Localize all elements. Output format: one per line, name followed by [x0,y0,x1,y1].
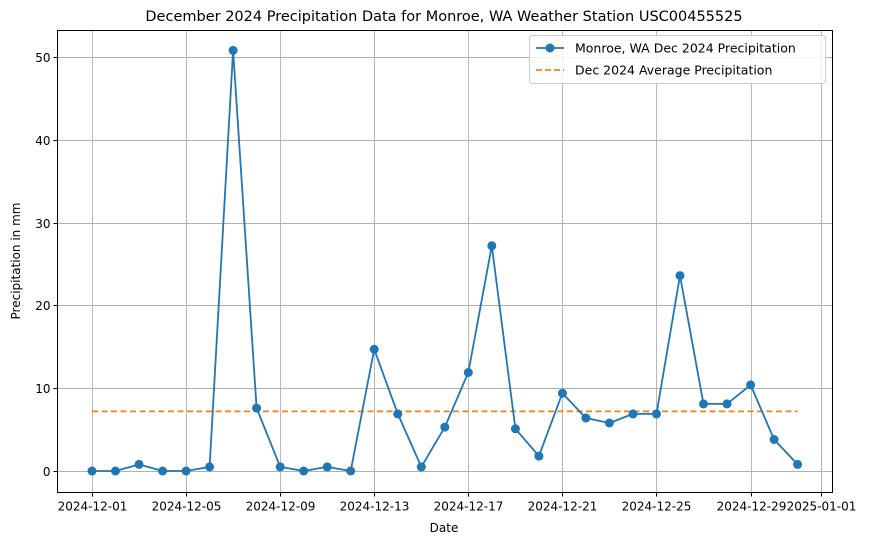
data-point-marker: 2024-12-03: 0.8 mm [134,459,144,469]
data-point-marker: 2024-12-26: 23.6 mm [675,271,685,281]
data-point-marker: 2024-12-19: 5.1 mm [510,424,520,434]
precipitation-series: 2024-12-01: 0 mm 2024-12-02: 0 mm 2024-12-… [87,45,803,476]
data-point-marker: 2024-12-21: 9.4 mm [557,388,567,398]
x-tick-label: 2024-12-17 [434,500,504,514]
data-point-marker: 2024-12-29: 10.4 mm [746,380,756,390]
precipitation-line [92,49,799,472]
data-point-marker: 2024-12-08: 7.6 mm [252,403,262,413]
data-point-marker: 2024-12-17: 11.9 mm [463,368,473,377]
data-point-marker: 2024-12-02: 0 mm [111,466,120,476]
data-point-marker: 2024-12-06: 0.5 mm [205,462,215,472]
data-point-marker: 2024-12-07: 50.8 mm [228,45,238,55]
data-point-marker: 2024-12-30: 3.8 mm [769,435,779,444]
data-point-marker: 2024-12-23: 5.8 mm [604,418,614,428]
x-tick-label: 2024-12-05 [152,500,222,514]
data-point-marker: 2024-12-11: 0.5 mm [322,462,332,472]
data-point-marker: 2024-12-12: 0 mm [346,466,356,476]
data-point-marker: 2024-12-01: 0 mm [87,466,97,476]
data-point-marker: 2024-12-24: 6.9 mm [628,409,638,419]
data-point-marker: 2024-12-22: 6.4 mm [581,413,591,423]
x-tick-label: 2024-12-21 [528,500,598,514]
data-point-marker: 2024-12-31: 0.8 mm [793,459,803,469]
data-point-marker: 2024-12-27: 8.1 mm [699,399,708,409]
x-tick-label: 2025-01-01 [787,500,857,514]
legend-box [529,35,826,84]
y-tick-label: 20 [35,299,50,313]
data-point-marker: 2024-12-05: 0 mm [181,466,191,476]
data-point-marker: 2024-12-14: 6.9 mm [393,409,403,419]
data-point-marker: 2024-12-13: 14.7 mm [369,344,379,354]
data-point-marker: 2024-12-16: 5.3 mm [440,422,450,432]
x-tick-label: 2024-12-09 [246,500,316,514]
legend-label-average: Dec 2024 Average Precipitation [575,63,772,78]
y-axis-label: Precipitation in mm [9,203,23,320]
x-tick-label: 2024-12-01 [58,500,128,514]
data-point-marker: 2024-12-15: 0.5 mm [416,462,426,472]
x-axis-ticks: 2024-12-01 2024-12-05 2024-12-09 2024-12-13… [58,492,857,514]
x-axis-label: Date [430,521,459,535]
y-tick-label: 10 [35,382,50,396]
y-axis-ticks: 0 10 20 30 40 50 [35,51,58,479]
data-point-marker: 2024-12-09: 0.5 mm [275,462,285,472]
x-tick-label: 2024-12-25 [622,500,692,514]
legend-label-precipitation: Monroe, WA Dec 2024 Precipitation [575,41,796,56]
data-point-marker: 2024-12-28: 8.1 mm [722,399,732,409]
y-tick-label: 50 [35,51,50,65]
data-point-marker: 2024-12-04: 0 mm [158,466,168,476]
data-point-marker: 2024-12-20: 1.8 mm [534,451,544,461]
legend-circle-marker-icon [545,43,555,53]
data-point-marker: 2024-12-10: 0 mm [299,466,309,476]
plot-frame [57,30,833,493]
data-point-marker: 2024-12-18: 27.2 mm [487,241,497,251]
data-point-marker: 2024-12-25: 6.9 mm [652,409,661,419]
y-tick-label: 40 [35,134,50,148]
y-tick-label: 30 [35,217,50,231]
legend-entry-average: Dec 2024 Average Precipitation [536,63,772,78]
chart-title: December 2024 Precipitation Data for Mon… [145,9,742,25]
x-tick-label: 2024-12-29 [717,500,787,514]
legend-entry-precipitation: Monroe, WA Dec 2024 Precipitation [536,41,796,56]
x-tick-label: 2024-12-13 [340,500,410,514]
legend: Monroe, WA Dec 2024 Precipitation Dec 20… [529,35,826,84]
y-tick-label: 0 [43,465,51,479]
